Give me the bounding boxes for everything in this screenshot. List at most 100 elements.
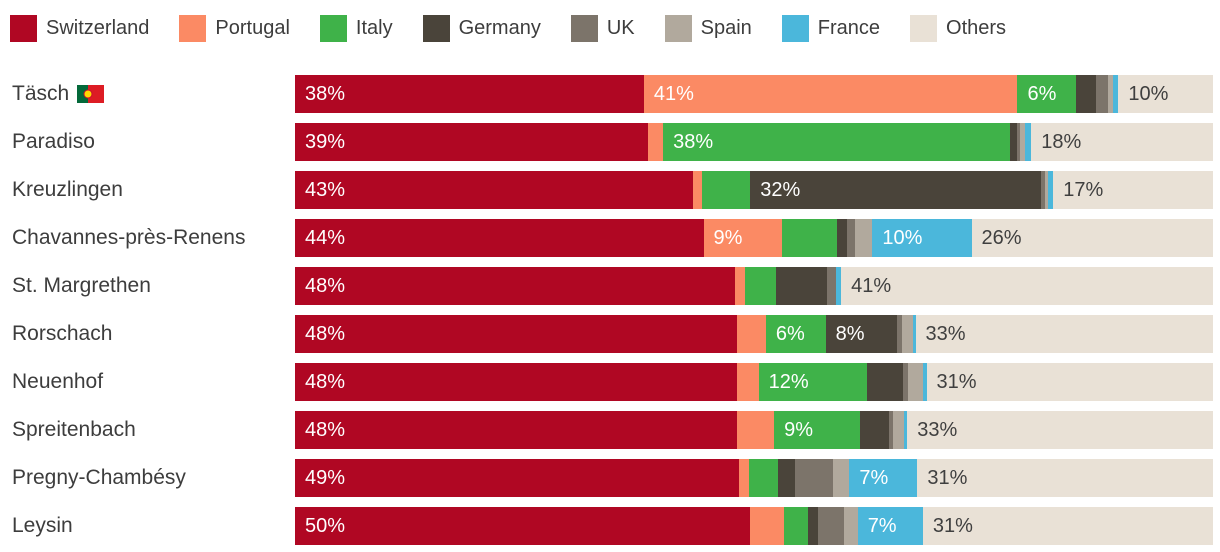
segment-percentage-label: 49%: [305, 466, 346, 489]
stacked-bar: 48% 9% 33%: [295, 411, 1213, 449]
row-label: Täsch: [0, 82, 295, 106]
municipality-name: Täsch: [12, 82, 70, 105]
legend: Switzerland Portugal Italy Germany UK Spain Fr…: [0, 0, 1220, 42]
flag-emblem: [83, 89, 93, 99]
segment-percentage-label: 6%: [1027, 82, 1057, 105]
bar-row-pregny-chamb-sy: Pregny-Chambésy 49% 7% 31%: [0, 454, 1220, 502]
bar-segment-portugal: [693, 171, 702, 209]
legend-swatch-italy: [319, 14, 347, 42]
segment-percentage-label: 43%: [305, 178, 346, 201]
segment-percentage-label: 39%: [305, 130, 346, 153]
bar-segment-germany: [859, 411, 889, 449]
row-label: Rorschach: [0, 322, 295, 346]
segment-percentage-label: 10%: [882, 226, 923, 249]
bar-segment-portugal: 41%: [643, 75, 1018, 113]
segment-percentage-label: 12%: [768, 370, 809, 393]
segment-percentage-label: 50%: [305, 514, 346, 537]
bar-segment-portugal: [750, 507, 785, 545]
legend-item-italy: Italy: [319, 14, 393, 42]
bar-segment-switzerland: 44%: [295, 219, 704, 257]
bar-segment-switzerland: 38%: [295, 75, 644, 113]
legend-swatch-portugal: [179, 14, 207, 42]
bar-segment-france: [903, 411, 908, 449]
segment-percentage-label: 38%: [305, 82, 346, 105]
legend-item-portugal: Portugal: [179, 14, 290, 42]
bar-segment-switzerland: 49%: [295, 459, 740, 497]
bar-segment-france: 7%: [857, 507, 923, 545]
legend-item-others: Others: [910, 14, 1006, 42]
bar-segment-italy: [701, 171, 751, 209]
bar-segment-others: 31%: [926, 363, 1213, 401]
stacked-bar: 48% 12% 31%: [295, 363, 1213, 401]
bar-segment-france: [912, 315, 916, 353]
bar-segment-spain: [892, 411, 904, 449]
legend-item-germany: Germany: [422, 14, 541, 42]
bar-segment-uk: [846, 219, 855, 257]
bar-segment-germany: 8%: [825, 315, 898, 353]
bar-segment-germany: [1076, 75, 1097, 113]
stacked-bar: 43% 32% 17%: [295, 171, 1213, 209]
row-label: Pregny-Chambésy: [0, 466, 295, 490]
bar-segment-switzerland: 39%: [295, 123, 649, 161]
stacked-bar: 48% 6% 8% 33%: [295, 315, 1213, 353]
bar-segment-spain: [908, 363, 923, 401]
bar-row-rorschach: Rorschach 48% 6% 8% 33%: [0, 310, 1220, 358]
row-label: Neuenhof: [0, 370, 295, 394]
legend-item-uk: UK: [570, 14, 635, 42]
row-label: Kreuzlingen: [0, 178, 295, 202]
legend-swatch-spain: [664, 14, 692, 42]
bar-segment-switzerland: 48%: [295, 411, 737, 449]
row-label: St. Margrethen: [0, 274, 295, 298]
municipality-name: Leysin: [12, 514, 73, 537]
bar-segment-uk: [888, 411, 893, 449]
legend-swatch-germany: [422, 14, 450, 42]
bar-segment-germany: [836, 219, 847, 257]
legend-swatch-france: [781, 14, 809, 42]
bar-segment-france: [922, 363, 927, 401]
bar-segment-portugal: [736, 411, 775, 449]
row-label: Leysin: [0, 514, 295, 538]
legend-swatch-switzerland: [10, 14, 37, 42]
bar-row-paradiso: Paradiso 39% 38% 18%: [0, 118, 1220, 166]
municipality-name: Kreuzlingen: [12, 178, 123, 201]
legend-label: France: [817, 16, 881, 39]
bar-segment-uk: [818, 507, 844, 545]
row-label: Spreitenbach: [0, 418, 295, 442]
bar-segment-portugal: [736, 315, 766, 353]
bar-segment-spain: [1044, 171, 1048, 209]
bar-rows: Täsch 38% 41% 6% 10% Paradiso 39% 38% 18% Kreuzli…: [0, 70, 1220, 550]
bar-segment-italy: [744, 267, 777, 305]
bar-segment-uk: [827, 267, 836, 305]
bar-segment-germany: 32%: [750, 171, 1042, 209]
municipality-name: Chavannes-près-Renens: [12, 226, 246, 249]
segment-percentage-label: 9%: [784, 418, 814, 441]
municipality-name: Spreitenbach: [12, 418, 136, 441]
bar-segment-spain: [832, 459, 850, 497]
bar-segment-france: [1112, 75, 1119, 113]
bar-segment-germany: [1010, 123, 1017, 161]
bar-row-kreuzlingen: Kreuzlingen 43% 32% 17%: [0, 166, 1220, 214]
segment-percentage-label: 17%: [1063, 178, 1104, 201]
legend-label: Spain: [700, 16, 752, 39]
bar-segment-portugal: [739, 459, 750, 497]
row-label: Paradiso: [0, 130, 295, 154]
bar-segment-spain: [843, 507, 858, 545]
bar-segment-portugal: [648, 123, 664, 161]
legend-item-france: France: [781, 14, 881, 42]
bar-segment-others: 41%: [841, 267, 1213, 305]
bar-segment-uk: [897, 315, 902, 353]
bar-segment-others: 10%: [1118, 75, 1213, 113]
segment-percentage-label: 31%: [932, 514, 973, 537]
bar-row-spreitenbach: Spreitenbach 48% 9% 33%: [0, 406, 1220, 454]
legend-swatch-others: [910, 14, 938, 42]
bar-segment-france: [1047, 171, 1054, 209]
bar-segment-switzerland: 50%: [295, 507, 751, 545]
bar-segment-italy: 38%: [663, 123, 1011, 161]
bar-segment-france: 7%: [849, 459, 918, 497]
segment-percentage-label: 48%: [305, 370, 346, 393]
bar-segment-spain: [854, 219, 873, 257]
bar-segment-others: 31%: [917, 459, 1213, 497]
bar-segment-uk: [795, 459, 833, 497]
legend-label: Italy: [355, 16, 393, 39]
bar-segment-germany: [866, 363, 903, 401]
